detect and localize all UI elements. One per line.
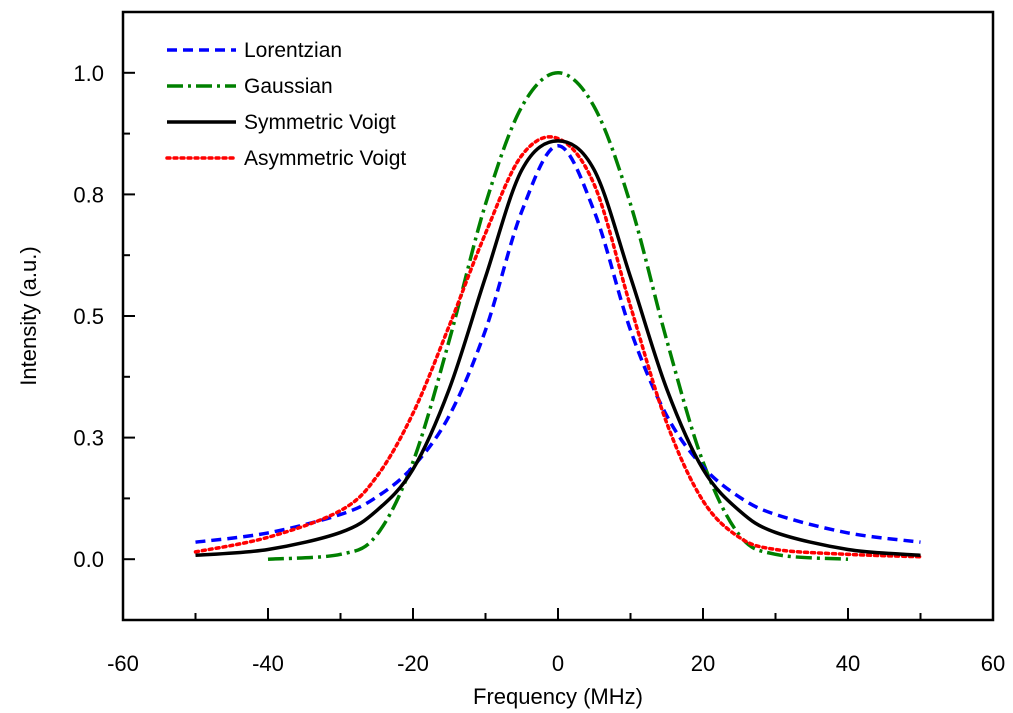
y-tick-label: 0.3 — [73, 426, 104, 451]
legend-label: Symmetric Voigt — [244, 111, 396, 134]
series-line — [195, 144, 921, 544]
y-tick-label: 1.0 — [73, 61, 104, 86]
x-tick-label: 40 — [836, 651, 860, 676]
legend-label: Gaussian — [244, 75, 333, 98]
x-tick-label: 20 — [691, 651, 715, 676]
x-tick-label: 0 — [552, 651, 564, 676]
axis-ticks — [122, 71, 994, 621]
legend-label: Lorentzian — [244, 39, 342, 62]
tick-labels: -60 -40 -20 0 20 40 60 0.0 0.3 0.5 0.8 1.0 — [73, 61, 1005, 676]
series-group — [193, 71, 923, 561]
x-tick-label: -20 — [397, 651, 429, 676]
x-tick-label: -60 — [107, 651, 139, 676]
x-axis-title: Frequency (MHz) — [473, 684, 643, 709]
x-tick-label: 60 — [981, 651, 1005, 676]
y-tick-label: 0.8 — [73, 182, 104, 207]
series-line — [195, 139, 921, 558]
y-axis-title: Intensity (a.u.) — [16, 246, 41, 385]
series-line — [193, 135, 923, 559]
series-line — [267, 71, 849, 561]
x-tick-label: -40 — [252, 651, 284, 676]
y-tick-label: 0.5 — [73, 304, 104, 329]
legend: Lorentzian Gaussian Symmetric Voigt Asymmet… — [165, 39, 406, 170]
legend-label: Asymmetric Voigt — [244, 147, 406, 170]
y-tick-label: 0.0 — [73, 547, 104, 572]
plot-frame — [121, 10, 995, 622]
